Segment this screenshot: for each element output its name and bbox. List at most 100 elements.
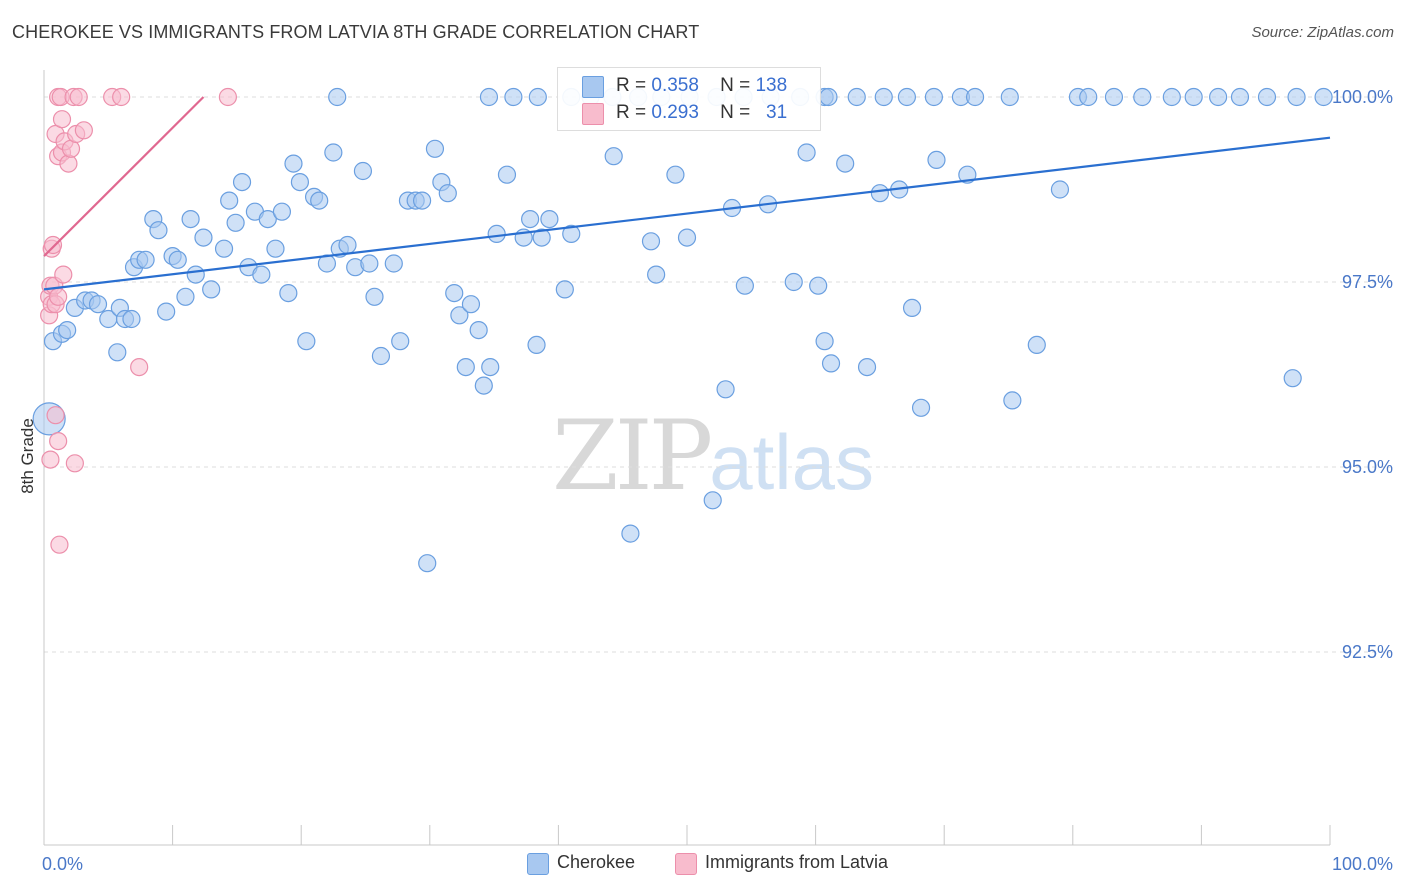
y-tick-label: 95.0% (1342, 457, 1393, 477)
cherokee-point (784, 272, 803, 292)
cherokee-point (1230, 87, 1250, 107)
x-tick-label-start: 0.0% (42, 854, 83, 874)
cherokee-point (1027, 335, 1046, 354)
cherokee-point (836, 154, 855, 173)
cherokee-point (666, 165, 685, 184)
cherokee-point (360, 254, 379, 273)
cherokee-point (604, 147, 623, 166)
cherokee-point (870, 184, 890, 203)
trend-line-cherokee (43, 136, 1331, 291)
cherokee-point (194, 228, 213, 247)
x-tick-label-end: 100.0% (1332, 854, 1393, 874)
cherokee-point (927, 150, 946, 169)
cherokee-point (911, 398, 931, 417)
cherokee-point (279, 284, 298, 303)
cherokee-point (1104, 87, 1124, 107)
cherokee-point (122, 309, 141, 329)
cherokee-point (412, 191, 432, 210)
cherokee-point (88, 295, 108, 314)
cherokee-point (555, 280, 574, 299)
cherokee-point (527, 335, 546, 354)
cherokee-point (425, 139, 445, 158)
tick-labels: 100.0% 97.5% 95.0% 92.5% 0.0% 100.0% (42, 87, 1393, 874)
legend-n-value: 138 (755, 75, 788, 96)
cherokee-point (1000, 87, 1019, 107)
cherokee-point (297, 332, 316, 351)
latvia-point (59, 154, 78, 173)
cherokee-point (902, 298, 922, 317)
latvia-point (130, 358, 149, 377)
cherokee-point (258, 210, 277, 229)
latvia-point (112, 87, 131, 107)
legend-r-value: 0.293 (651, 102, 699, 123)
cherokee-point (924, 87, 944, 107)
cherokee-point (479, 87, 499, 107)
cherokee-point (621, 524, 640, 543)
cherokee-point (540, 210, 559, 229)
bottom-legend-swatch-latvia (675, 853, 697, 875)
cherokee-point (384, 254, 403, 273)
cherokee-point (58, 321, 77, 340)
watermark-atlas: atlas (709, 418, 874, 506)
cherokee-point (1133, 87, 1152, 107)
legend-r-label: R = (616, 75, 647, 96)
cherokee-point (232, 173, 252, 192)
cherokee-point (1184, 87, 1203, 107)
y-tick-label: 100.0% (1332, 87, 1393, 107)
cherokee-point (1003, 391, 1022, 410)
cherokee-point (474, 376, 493, 395)
trend-line-latvia (43, 96, 205, 257)
latvia-point (49, 287, 68, 306)
cherokee-point (528, 87, 547, 107)
cherokee-point (157, 302, 176, 321)
cherokee-point (338, 235, 357, 255)
latvia-point (52, 110, 72, 129)
cherokee-point (1314, 87, 1333, 107)
latvia-point (54, 265, 73, 284)
y-tick-label: 92.5% (1342, 642, 1393, 662)
cherokee-point (149, 221, 168, 240)
cherokee-point (497, 165, 517, 184)
cherokee-point (365, 287, 384, 306)
cherokee-point (214, 239, 234, 258)
chart-title: CHEROKEE VS IMMIGRANTS FROM LATVIA 8TH G… (12, 22, 700, 42)
cherokee-point (469, 321, 488, 340)
cherokee-point (324, 143, 343, 162)
cherokee-point (1079, 87, 1098, 107)
cherokee-point (272, 202, 292, 221)
legend-swatch-latvia (582, 103, 604, 125)
cherokee-point (310, 191, 329, 210)
latvia-point (69, 87, 88, 107)
cherokee-point (521, 210, 540, 229)
bottom-legend-swatch-cherokee (527, 853, 549, 875)
legend-n-value: 31 (766, 102, 788, 123)
watermark-zip: ZIP (552, 400, 713, 512)
cherokee-point (181, 210, 200, 229)
cherokee-point (202, 280, 221, 299)
cherokee-point (716, 380, 735, 399)
cherokee-point (1287, 87, 1306, 107)
watermark: ZIPatlas (552, 400, 874, 512)
latvia-point (43, 235, 63, 255)
cherokee-point (874, 87, 893, 107)
cherokee-point (797, 143, 816, 162)
cherokee-point (641, 232, 661, 251)
cherokee-point (252, 265, 271, 284)
source-label: Source: ZipAtlas.com (1251, 24, 1394, 41)
legend-n-label: N = (720, 102, 751, 123)
latvia-point (65, 454, 84, 473)
bottom-legend-label-latvia: Immigrants from Latvia (705, 852, 889, 872)
cherokee-point (815, 332, 834, 351)
cherokee-point (481, 358, 500, 377)
cherokee-point (487, 224, 506, 243)
series-cherokee-points (32, 87, 1333, 573)
latvia-point (41, 450, 60, 469)
cherokee-point (647, 265, 666, 284)
cherokee-point (176, 287, 195, 306)
cherokee-point (821, 354, 841, 373)
latvia-point (218, 87, 237, 107)
cherokee-point (168, 250, 187, 269)
latvia-point (46, 406, 65, 425)
cherokee-point (266, 239, 285, 258)
